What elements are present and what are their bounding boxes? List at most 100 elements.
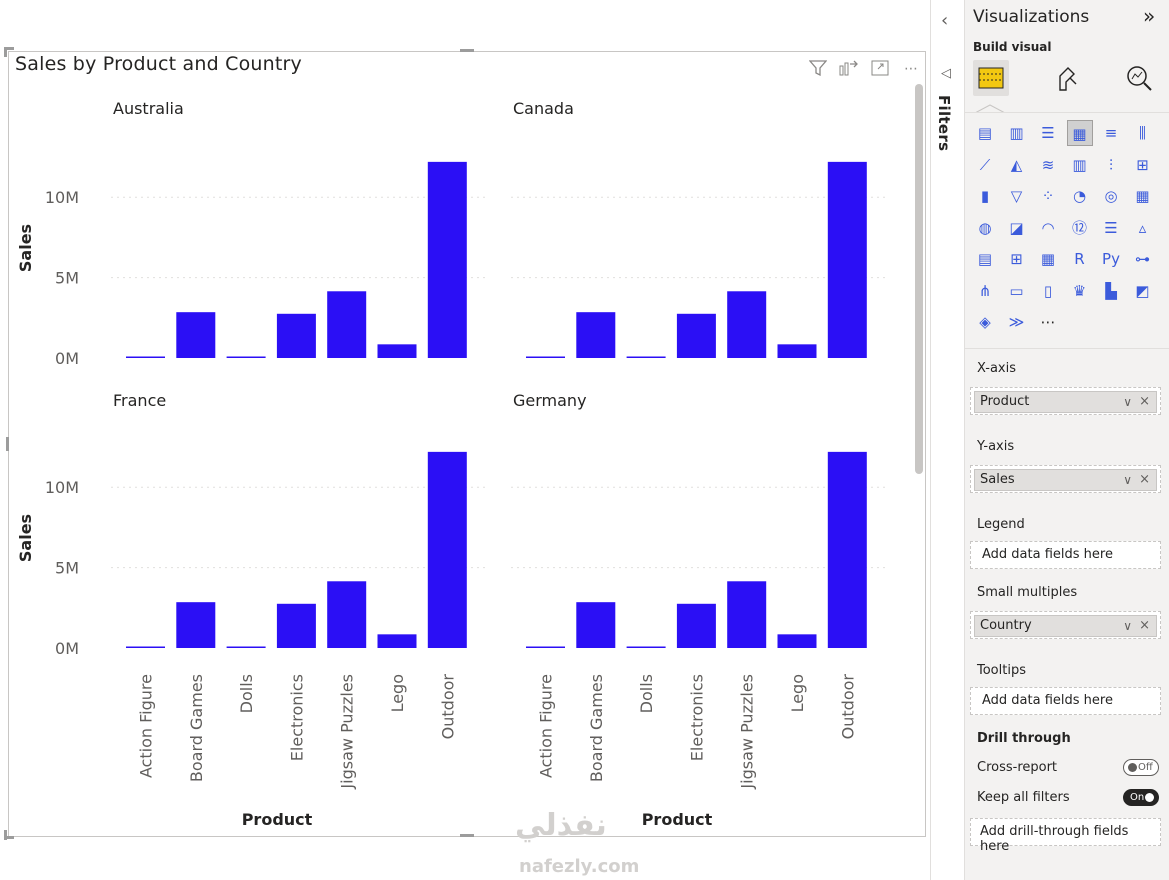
x-tick-label: Jigsaw Puzzles (738, 674, 757, 790)
gauge-icon[interactable]: ◠ (1041, 218, 1055, 237)
bar-australia-1 (176, 312, 216, 358)
clustered-column-visual[interactable]: Sales by Product and Country ⋯ Australia… (8, 51, 926, 837)
bar-australia-0 (126, 356, 165, 358)
y-axis-well[interactable]: Sales ∨ × (970, 465, 1161, 493)
metrics-icon[interactable]: ♛ (1072, 281, 1087, 300)
bar-germany-6 (827, 451, 867, 648)
resize-handle[interactable] (4, 47, 14, 50)
focus-mode-icon[interactable] (870, 60, 890, 78)
tooltips-well[interactable]: Add data fields here (970, 687, 1161, 715)
small-multiples-field-pill[interactable]: Country ∨ × (974, 615, 1157, 637)
build-visual-tab-icon[interactable] (973, 60, 1009, 96)
x-tick-label: Outdoor (838, 674, 857, 740)
filled-map-icon[interactable]: ◪ (1009, 218, 1024, 237)
visual-scrollbar[interactable] (915, 84, 923, 474)
resize-handle[interactable] (4, 47, 7, 57)
resize-handle[interactable] (460, 49, 474, 52)
chevron-down-icon[interactable]: ∨ (1123, 395, 1132, 409)
chevron-down-icon[interactable]: ∨ (1123, 473, 1132, 487)
cross-report-toggle[interactable]: Off (1123, 759, 1159, 776)
waterfall-icon[interactable]: ▮ (980, 187, 990, 205)
pie-icon[interactable]: ◔ (1072, 187, 1087, 205)
remove-field-icon[interactable]: × (1139, 472, 1150, 487)
bar-australia-6 (427, 161, 467, 358)
x-tick-label: Dolls (637, 674, 656, 713)
treemap-icon[interactable]: ▦ (1135, 187, 1150, 205)
more-visuals-icon[interactable]: ⋯ (1040, 313, 1056, 331)
area-icon[interactable]: ◭ (1010, 155, 1023, 174)
decomposition-tree-icon[interactable]: ⋔ (978, 281, 992, 300)
cross-report-label: Cross-report (977, 760, 1058, 775)
line-clustered-column-icon[interactable]: ⫶ (1109, 155, 1113, 174)
x-axis-field-pill[interactable]: Product ∨ × (974, 391, 1157, 413)
bar-france-0 (126, 646, 165, 648)
expand-pane-icon[interactable]: » (1143, 4, 1156, 28)
x-axis-well[interactable]: Product ∨ × (970, 387, 1161, 415)
panel-title: Germany (513, 391, 587, 410)
x-tick-label: Electronics (287, 674, 306, 761)
remove-field-icon[interactable]: × (1139, 394, 1150, 409)
small-multiples-field-name: Country (980, 618, 1032, 633)
kpi-icon[interactable]: ▵ (1138, 218, 1147, 237)
multi-row-card-icon[interactable]: ☰ (1104, 218, 1118, 237)
x-axis-title: Product (242, 810, 313, 829)
qa-icon[interactable]: ▭ (1009, 281, 1024, 300)
paginated-report-icon[interactable]: ▙ (1105, 281, 1117, 300)
resize-handle[interactable] (4, 836, 14, 839)
power-automate-icon[interactable]: ≫ (1008, 313, 1025, 331)
format-visual-tab-icon[interactable] (1049, 60, 1085, 96)
x-axis-label: X-axis (977, 361, 1016, 376)
analytics-tab-icon[interactable] (1121, 60, 1157, 96)
r-visual-icon[interactable]: R (1074, 250, 1085, 268)
keep-filters-toggle[interactable]: On (1123, 789, 1159, 806)
stacked-bar-icon[interactable]: ▤ (977, 124, 993, 142)
smart-narrative-icon[interactable]: ▯ (1043, 281, 1053, 300)
filters-pane-collapsed[interactable]: ‹ ◁ Filters (930, 0, 965, 880)
funnel-icon[interactable]: ▽ (1010, 187, 1023, 205)
resize-handle[interactable] (6, 437, 9, 451)
x-tick-label: Action Figure (537, 674, 556, 778)
key-influencers-icon[interactable]: ⊶ (1135, 250, 1150, 268)
azure-map-icon[interactable]: ◩ (1135, 281, 1150, 300)
remove-field-icon[interactable]: × (1139, 618, 1150, 633)
resize-handle[interactable] (460, 834, 474, 837)
drill-icon[interactable] (839, 60, 859, 78)
stacked-column-icon[interactable]: ▥ (1009, 124, 1024, 142)
more-options-icon[interactable]: ⋯ (904, 61, 918, 77)
line-column-icon[interactable]: ▥ (1072, 155, 1087, 174)
card-icon[interactable]: ⑫ (1071, 218, 1087, 237)
ribbon-icon[interactable]: ⊞ (1136, 155, 1149, 174)
cross-report-state: Off (1138, 762, 1153, 773)
filters-label[interactable]: Filters (935, 95, 953, 152)
small-multiples-well[interactable]: Country ∨ × (970, 611, 1161, 639)
resize-handle[interactable] (4, 830, 7, 840)
legend-placeholder: Add data fields here (982, 547, 1113, 562)
table-icon[interactable]: ⊞ (1010, 250, 1023, 268)
filter-icon[interactable] (808, 60, 828, 78)
100-bar-icon[interactable]: ≡ (1104, 124, 1118, 142)
slicer-icon[interactable]: ▤ (977, 250, 993, 268)
bar-canada-6 (827, 161, 867, 358)
y-axis-label: Y-axis (977, 439, 1015, 454)
bar-france-4 (327, 581, 367, 648)
clustered-bar-icon[interactable]: ☰ (1041, 124, 1055, 142)
chevron-left-icon[interactable]: ‹ (941, 10, 949, 31)
stacked-area-icon[interactable]: ≋ (1041, 155, 1055, 174)
clustered-column-icon[interactable]: ▦ (1066, 120, 1093, 146)
line-icon[interactable]: ⟋ (979, 155, 991, 174)
legend-well[interactable]: Add data fields here (970, 541, 1161, 569)
y-tick-label: 0M (55, 639, 79, 658)
matrix-icon[interactable]: ▦ (1040, 250, 1056, 268)
drill-through-well[interactable]: Add drill-through fields here (970, 818, 1161, 854)
y-axis-field-pill[interactable]: Sales ∨ × (974, 469, 1157, 491)
scatter-icon[interactable]: ⁘ (1041, 187, 1055, 205)
map-icon[interactable]: ◍ (978, 218, 992, 237)
donut-icon[interactable]: ◎ (1104, 187, 1118, 205)
100-column-icon[interactable]: ⫼ (1139, 124, 1146, 142)
power-apps-icon[interactable]: ◈ (979, 313, 991, 331)
chevron-down-icon[interactable]: ∨ (1123, 619, 1132, 633)
python-visual-icon[interactable]: Py (1102, 250, 1120, 268)
bar-canada-0 (526, 356, 565, 358)
x-tick-label: Dolls (237, 674, 256, 713)
bar-france-2 (226, 646, 266, 648)
